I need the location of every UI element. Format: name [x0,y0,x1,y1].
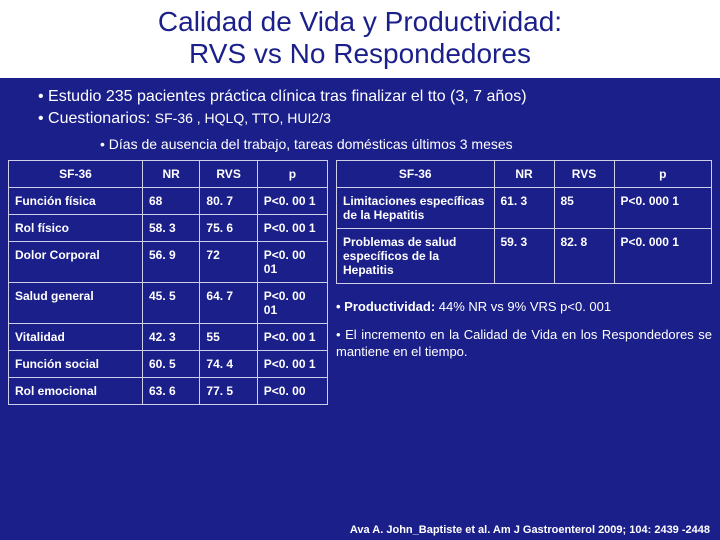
cell: 42. 3 [142,324,199,351]
title-line-1: Calidad de Vida y Productividad: [158,6,562,37]
productivity-note: • Productividad: 44% NR vs 9% VRS p<0. 0… [336,298,712,316]
cell: Rol físico [9,215,143,242]
cell: Salud general [9,283,143,324]
table-row: Función física6880. 7P<0. 00 1 [9,188,328,215]
th-p: p [614,161,712,188]
slide-title: Calidad de Vida y Productividad: RVS vs … [0,0,720,78]
cell: 77. 5 [200,378,257,405]
th-nr: NR [494,161,554,188]
cell: P<0. 00 [257,378,327,405]
cell: Dolor Corporal [9,242,143,283]
cell: Función social [9,351,143,378]
cell: 80. 7 [200,188,257,215]
citation: Ava A. John_Baptiste et al. Am J Gastroe… [350,524,710,536]
bullet-list: Estudio 235 pacientes práctica clínica t… [0,78,720,134]
productivity-label: • Productividad: [336,299,435,314]
left-column: SF-36 NR RVS p Función física6880. 7P<0.… [8,160,328,405]
cell: 74. 4 [200,351,257,378]
table-row: Limitaciones específicas de la Hepatitis… [337,188,712,229]
table-row: Salud general45. 564. 7P<0. 00 01 [9,283,328,324]
table-row: Función social60. 574. 4P<0. 00 1 [9,351,328,378]
th-rvs: RVS [200,161,257,188]
cell: P<0. 00 1 [257,351,327,378]
cell: 45. 5 [142,283,199,324]
cell: Limitaciones específicas de la Hepatitis [337,188,495,229]
cell: 59. 3 [494,229,554,284]
cell: Vitalidad [9,324,143,351]
bullet-2-questionnaires: SF-36 , HQLQ, TTO, HUI2/3 [155,110,331,126]
cell: 56. 9 [142,242,199,283]
th-rvs: RVS [554,161,614,188]
bullet-1: Estudio 235 pacientes práctica clínica t… [38,88,692,106]
cell: P<0. 00 1 [257,215,327,242]
sf36-hepatitis-table: SF-36 NR RVS p Limitaciones específicas … [336,160,712,284]
table-header-row: SF-36 NR RVS p [9,161,328,188]
table-header-row: SF-36 NR RVS p [337,161,712,188]
content-area: SF-36 NR RVS p Función física6880. 7P<0.… [0,160,720,405]
cell: 58. 3 [142,215,199,242]
th-sf36: SF-36 [9,161,143,188]
th-nr: NR [142,161,199,188]
cell: Problemas de salud específicos de la Hep… [337,229,495,284]
right-column: SF-36 NR RVS p Limitaciones específicas … [328,160,712,371]
cell: 63. 6 [142,378,199,405]
productivity-rest: 44% NR vs 9% VRS p<0. 001 [435,299,611,314]
cell: P<0. 00 01 [257,242,327,283]
cell: Rol emocional [9,378,143,405]
table-row: Vitalidad42. 355P<0. 00 1 [9,324,328,351]
title-line-2: RVS vs No Respondedores [189,38,531,69]
bullet-2-lead: Cuestionarios: [48,110,155,127]
table-row: Dolor Corporal56. 972P<0. 00 01 [9,242,328,283]
cell: 82. 8 [554,229,614,284]
sub-bullet: Días de ausencia del trabajo, tareas dom… [0,134,720,160]
cell: 68 [142,188,199,215]
cell: 72 [200,242,257,283]
cell: Función física [9,188,143,215]
sf36-main-table: SF-36 NR RVS p Función física6880. 7P<0.… [8,160,328,405]
table-row: Problemas de salud específicos de la Hep… [337,229,712,284]
cell: P<0. 00 1 [257,324,327,351]
cell: 85 [554,188,614,229]
right-notes: • Productividad: 44% NR vs 9% VRS p<0. 0… [336,298,712,361]
cell: P<0. 00 01 [257,283,327,324]
th-sf36: SF-36 [337,161,495,188]
table-row: Rol emocional63. 677. 5P<0. 00 [9,378,328,405]
cell: P<0. 00 1 [257,188,327,215]
cell: 60. 5 [142,351,199,378]
increment-note: • El incremento en la Calidad de Vida en… [336,326,712,361]
cell: P<0. 000 1 [614,188,712,229]
table-row: Rol físico58. 375. 6P<0. 00 1 [9,215,328,242]
cell: 75. 6 [200,215,257,242]
cell: 61. 3 [494,188,554,229]
bullet-2: Cuestionarios: SF-36 , HQLQ, TTO, HUI2/3 [38,110,692,128]
th-p: p [257,161,327,188]
cell: 55 [200,324,257,351]
cell: P<0. 000 1 [614,229,712,284]
cell: 64. 7 [200,283,257,324]
